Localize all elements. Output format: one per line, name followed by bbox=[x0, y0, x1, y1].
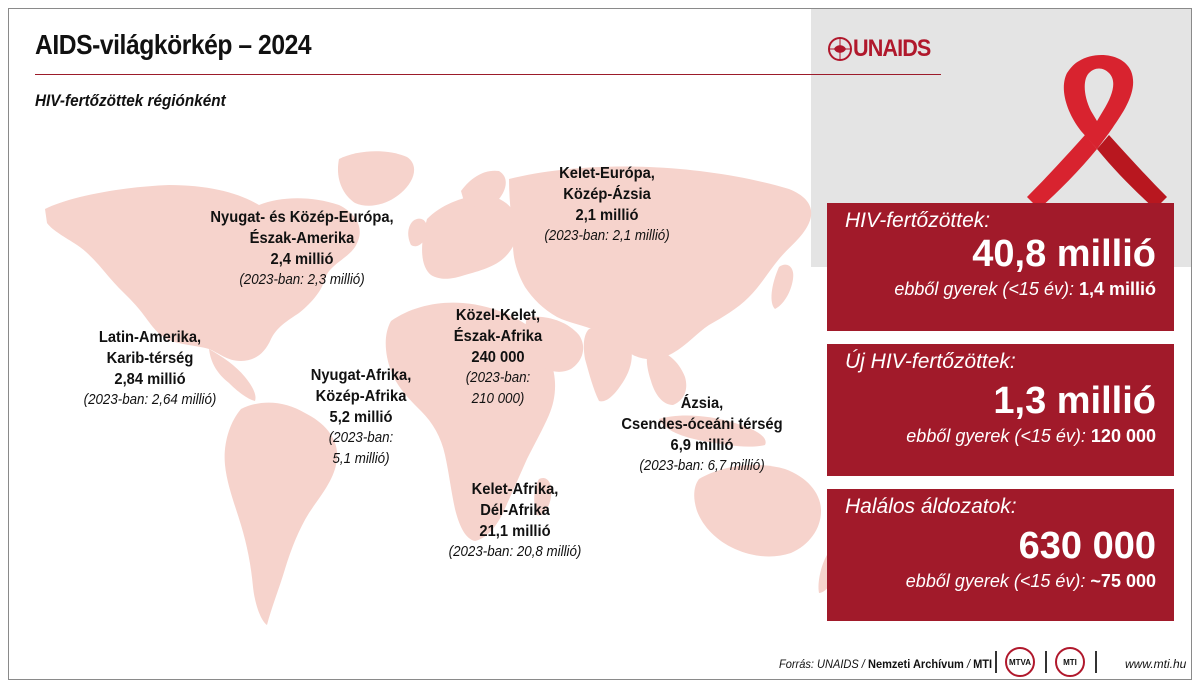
map-indonesia bbox=[659, 415, 766, 447]
title-divider bbox=[35, 74, 941, 75]
stat-child: ebből gyerek (<15 év): ~75 000 bbox=[905, 571, 1156, 591]
unaids-logo-text: UNAIDS bbox=[853, 35, 931, 62]
stat-box-new-infections: Új HIV-fertőzöttek: 1,3 millió ebből gye… bbox=[827, 344, 1174, 476]
map-uk bbox=[408, 218, 428, 247]
footer-separator bbox=[1045, 651, 1047, 673]
infographic: AIDS-világkörkép – 2024 HIV-fertőzöttek … bbox=[8, 8, 1192, 680]
map-australia bbox=[694, 464, 821, 557]
red-ribbon-icon bbox=[1027, 55, 1167, 209]
map-north-america bbox=[45, 185, 360, 361]
region-label-east-southern-africa: Kelet-Afrika, Dél-Afrika 21,1 millió (20… bbox=[448, 481, 582, 560]
map-africa bbox=[385, 302, 556, 541]
stat-value: 630 000 bbox=[1018, 525, 1156, 567]
map-scandinavia bbox=[461, 170, 506, 207]
map-central-america bbox=[209, 349, 256, 401]
map-arabia bbox=[525, 316, 584, 372]
footer-separator bbox=[1095, 651, 1097, 673]
stat-box-hiv-total: HIV-fertőzöttek: 40,8 millió ebből gyere… bbox=[827, 203, 1174, 331]
stat-value: 40,8 millió bbox=[972, 233, 1156, 275]
region-label-latin-america: Latin-Amerika, Karib-térség 2,84 millió … bbox=[83, 329, 217, 408]
page-title: AIDS-világkörkép – 2024 bbox=[35, 29, 312, 60]
mtva-badge-icon: MTVA bbox=[1005, 647, 1035, 677]
world-map bbox=[45, 151, 839, 625]
map-japan bbox=[771, 264, 794, 309]
stat-heading: Új HIV-fertőzöttek: bbox=[845, 350, 1016, 373]
map-india bbox=[583, 327, 632, 402]
region-label-western-europe-north-america: Nyugat- és Közép-Európa, Észak-Amerika 2… bbox=[210, 209, 394, 288]
region-label-west-central-africa: Nyugat-Afrika, Közép-Afrika 5,2 millió (… bbox=[310, 367, 412, 467]
stat-child: ebből gyerek (<15 év): 1,4 millió bbox=[894, 279, 1156, 299]
stat-value: 1,3 millió bbox=[993, 380, 1156, 422]
map-greenland bbox=[337, 151, 415, 206]
map-madagascar bbox=[534, 477, 552, 516]
stat-box-deaths: Halálos áldozatok: 630 000 ebből gyerek … bbox=[827, 489, 1174, 621]
unaids-logo: UNAIDS bbox=[827, 35, 939, 63]
stat-heading: Halálos áldozatok: bbox=[845, 495, 1017, 518]
map-asia bbox=[509, 166, 812, 360]
region-label-eastern-europe-central-asia: Kelet-Európa, Közép-Ázsia 2,1 millió (20… bbox=[544, 165, 670, 244]
unaids-emblem-icon bbox=[828, 37, 852, 61]
source-credit: Forrás: UNAIDS / Nemzeti Archívum / MTI bbox=[779, 657, 993, 671]
footer-separator bbox=[995, 651, 997, 673]
map-southeast-asia bbox=[646, 349, 687, 405]
map-south-america bbox=[224, 402, 338, 625]
stat-child: ebből gyerek (<15 év): 120 000 bbox=[906, 426, 1156, 446]
website-url: www.mti.hu bbox=[1125, 657, 1187, 671]
page-subtitle: HIV-fertőzöttek régiónként bbox=[35, 91, 226, 110]
stat-heading: HIV-fertőzöttek: bbox=[845, 209, 991, 232]
region-label-asia-pacific: Ázsia, Csendes-óceáni térség 6,9 millió … bbox=[621, 395, 783, 474]
mti-badge-icon: MTI bbox=[1055, 647, 1085, 677]
region-label-middle-east-north-africa: Közel-Kelet, Észak-Afrika 240 000 (2023-… bbox=[453, 307, 543, 407]
map-europe bbox=[422, 195, 519, 279]
footer: Forrás: UNAIDS / Nemzeti Archívum / MTI … bbox=[9, 639, 1191, 679]
